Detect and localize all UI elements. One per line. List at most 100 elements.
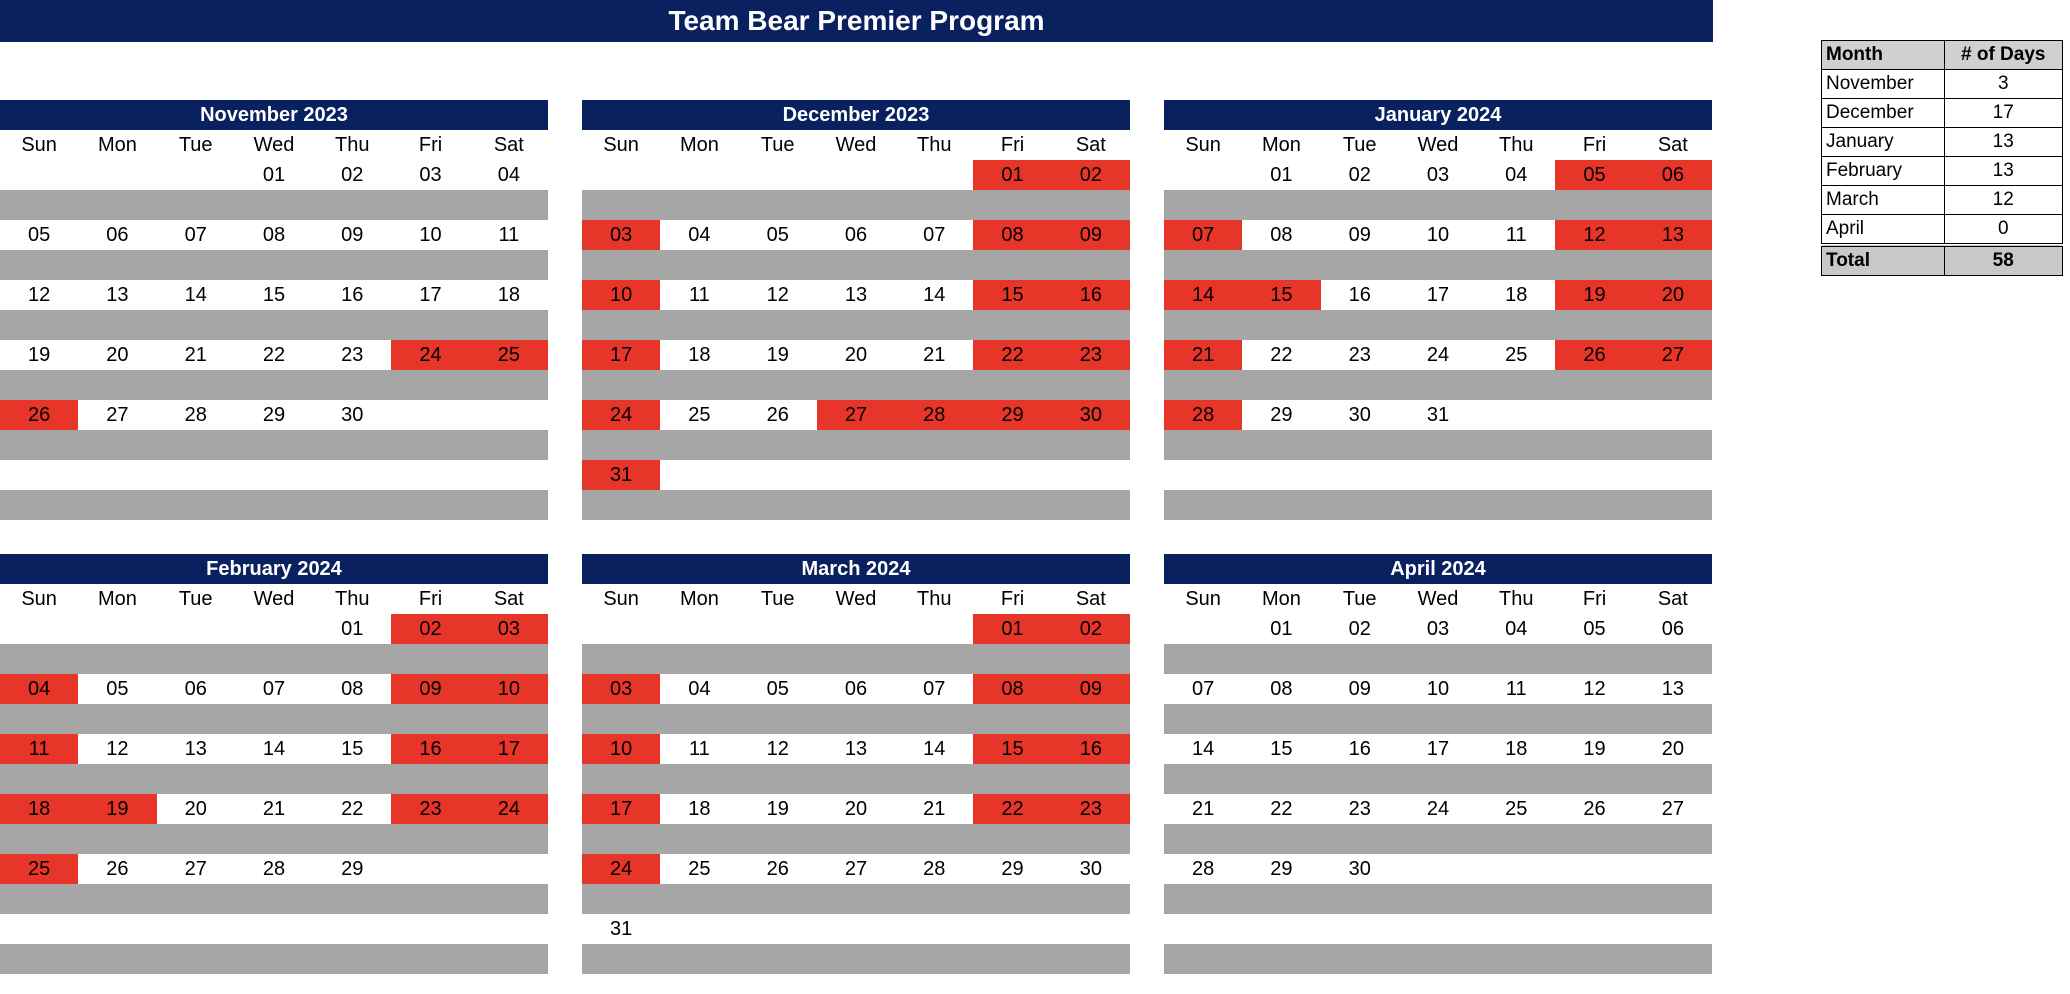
day-cell: 15 <box>973 734 1052 764</box>
day-cell: 16 <box>391 734 470 764</box>
summary-row: February 13 <box>1821 156 2063 186</box>
empty-day-cell <box>739 460 817 490</box>
day-cell: 15 <box>1270 737 1293 760</box>
weekday-label: Sat <box>1075 133 1106 156</box>
week-spacer <box>0 490 548 520</box>
weekday-label: Sun <box>603 587 639 610</box>
day-cell: 30 <box>1348 857 1371 880</box>
empty-day-cell <box>895 614 973 644</box>
empty-day-cell <box>1477 460 1555 490</box>
calendar-month-title: December 2023 <box>582 100 1130 130</box>
day-cell: 27 <box>844 857 868 880</box>
day-cell: 09 <box>1051 674 1130 704</box>
day-cell: 26 <box>1555 340 1634 370</box>
week-spacer <box>582 704 1130 734</box>
day-cell: 06 <box>1633 160 1712 190</box>
week-row: 28 29 30 <box>1164 854 1712 884</box>
empty-day-cell <box>157 914 235 944</box>
day-cell: 17 <box>582 794 661 824</box>
empty-day-cell <box>391 400 469 430</box>
day-cell: 16 <box>341 283 364 306</box>
summary-days: 3 <box>1943 69 2063 99</box>
day-cell: 26 <box>766 403 789 426</box>
day-cell: 02 <box>391 614 470 644</box>
empty-day-cell <box>0 614 78 644</box>
day-cell: 01 <box>973 614 1052 644</box>
week-spacer <box>0 884 548 914</box>
day-cell: 26 <box>106 857 129 880</box>
week-spacer <box>582 824 1130 854</box>
weekday-header-row: Sun Mon Tue Wed Thu Fri Sat <box>0 130 548 160</box>
day-cell: 01 <box>341 617 364 640</box>
calendar-month-title: November 2023 <box>0 100 548 130</box>
weekday-label: Thu <box>917 587 952 610</box>
weekday-label: Thu <box>335 133 370 156</box>
week-row: 01 02 <box>582 160 1130 190</box>
total-value: 58 <box>1943 243 2063 276</box>
day-cell: 18 <box>0 794 79 824</box>
day-cell: 05 <box>28 223 51 246</box>
empty-day-cell <box>235 914 313 944</box>
empty-day-cell <box>0 460 78 490</box>
day-cell: 18 <box>1505 283 1528 306</box>
week-spacer <box>582 490 1130 520</box>
day-cell: 18 <box>1505 737 1528 760</box>
week-spacer <box>582 430 1130 460</box>
day-cell: 04 <box>688 677 711 700</box>
calendar-month: January 2024 Sun Mon Tue Wed Thu Fri Sat 01 02 03 0… <box>1164 100 1712 520</box>
week-spacer <box>1164 824 1712 854</box>
empty-day-cell <box>1477 854 1555 884</box>
week-spacer <box>1164 490 1712 520</box>
day-cell: 19 <box>78 794 157 824</box>
empty-day-cell <box>78 460 156 490</box>
week-spacer <box>0 704 548 734</box>
day-cell: 10 <box>1426 223 1450 246</box>
week-row: 07 08 09 10 11 12 13 <box>1164 674 1712 704</box>
empty-day-cell <box>157 460 235 490</box>
empty-day-cell <box>157 614 235 644</box>
empty-day-cell <box>1555 854 1633 884</box>
weekday-label: Tue <box>178 133 213 156</box>
day-cell: 06 <box>184 677 207 700</box>
week-spacer <box>1164 704 1712 734</box>
summary-table: Month # of Days November 3 December 17 Janua… <box>1821 40 2063 276</box>
day-cell: 06 <box>1661 617 1684 640</box>
week-spacer <box>1164 884 1712 914</box>
day-cell: 11 <box>1505 223 1527 246</box>
weekday-label: Mon <box>97 133 137 156</box>
day-cell: 24 <box>469 794 548 824</box>
days-column-header: # of Days <box>1943 40 2063 70</box>
day-cell: 01 <box>1270 163 1293 186</box>
day-cell: 04 <box>497 163 520 186</box>
day-cell: 07 <box>262 677 286 700</box>
day-cell: 19 <box>1555 280 1634 310</box>
week-row <box>1164 460 1712 490</box>
day-cell: 19 <box>1583 737 1606 760</box>
weekday-label: Thu <box>1499 133 1534 156</box>
day-cell: 16 <box>1348 737 1371 760</box>
day-cell: 22 <box>1270 343 1293 366</box>
week-row: 31 <box>582 914 1130 944</box>
empty-day-cell <box>1052 914 1130 944</box>
empty-day-cell <box>660 614 738 644</box>
calendar-month-title: February 2024 <box>0 554 548 584</box>
day-cell: 01 <box>262 163 286 186</box>
day-cell: 11 <box>0 734 79 764</box>
empty-day-cell <box>1164 914 1242 944</box>
week-spacer <box>0 764 548 794</box>
day-cell: 01 <box>973 160 1052 190</box>
summary-row: November 3 <box>1821 69 2063 99</box>
week-row: 18 19 20 21 22 23 24 <box>0 794 548 824</box>
day-cell: 08 <box>973 674 1052 704</box>
calendar-month-title: January 2024 <box>1164 100 1712 130</box>
summary-row: April 0 <box>1821 214 2063 246</box>
empty-day-cell <box>1321 914 1399 944</box>
day-cell: 25 <box>1505 797 1528 820</box>
day-cell: 10 <box>582 280 661 310</box>
day-cell: 28 <box>1192 857 1215 880</box>
week-row: 24 25 26 27 28 29 30 <box>582 400 1130 430</box>
weekday-label: Sat <box>1657 587 1688 610</box>
empty-day-cell <box>1052 460 1130 490</box>
empty-day-cell <box>470 400 548 430</box>
weekday-label: Mon <box>679 133 719 156</box>
